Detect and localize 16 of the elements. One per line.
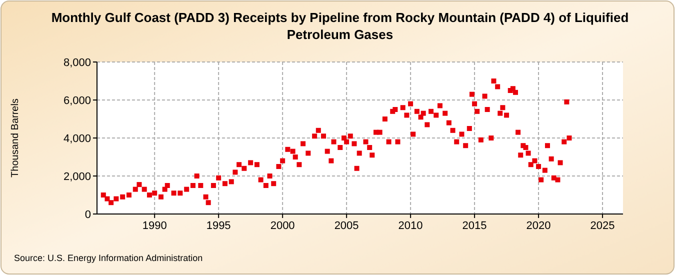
x-tick-label: 2015: [462, 220, 487, 232]
x-tick-label: 2000: [270, 220, 295, 232]
x-tick-label: 1995: [206, 220, 231, 232]
y-tick-label: 2,000: [63, 171, 91, 183]
x-tick-label: 2010: [398, 220, 423, 232]
x-tick-label: 2025: [590, 220, 615, 232]
x-tick-label: 2005: [334, 220, 359, 232]
y-axis-title: Thousand Barrels: [10, 98, 21, 178]
y-tick-label: 8,000: [63, 57, 91, 69]
x-tick-label: 2020: [526, 220, 551, 232]
y-tick-label: 6,000: [63, 95, 91, 107]
y-tick-label: 4,000: [63, 133, 91, 145]
y-tick-label: 0: [84, 209, 91, 221]
x-tick-label: 1990: [142, 220, 167, 232]
source-note: Source: U.S. Energy Information Administration: [14, 253, 203, 263]
chart-title: Monthly Gulf Coast (PADD 3) Receipts by Pipeline from Rocky Mountain (PADD 4) of Liquified Petroleum Gases: [51, 10, 629, 42]
